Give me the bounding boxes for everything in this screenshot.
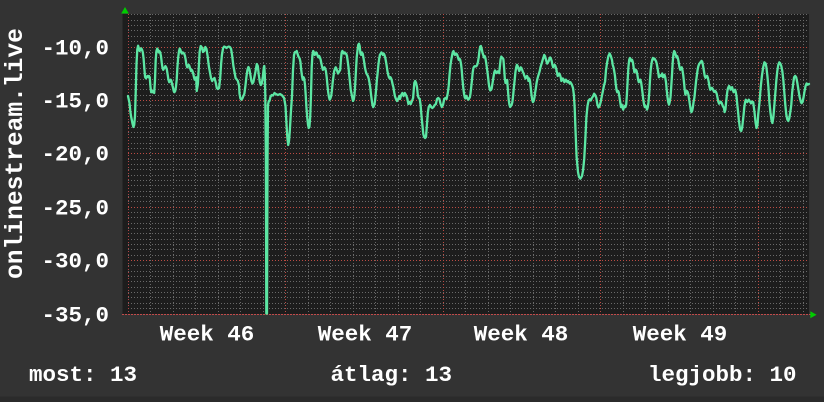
svg-text:-25,0: -25,0: [41, 196, 109, 222]
svg-text:Week 49: Week 49: [633, 322, 728, 348]
svg-text:átlag: 13: átlag: 13: [331, 362, 453, 388]
svg-text:Week 48: Week 48: [474, 322, 569, 348]
svg-text:-30,0: -30,0: [41, 249, 109, 275]
svg-text:onlinestream.live: onlinestream.live: [3, 28, 30, 279]
svg-text:-10,0: -10,0: [41, 36, 109, 62]
svg-text:-35,0: -35,0: [41, 303, 109, 329]
svg-text:Week 46: Week 46: [160, 322, 255, 348]
svg-text:-20,0: -20,0: [41, 142, 109, 168]
svg-text:Week 47: Week 47: [318, 322, 413, 348]
svg-text:-15,0: -15,0: [41, 89, 109, 115]
svg-text:most: 13: most: 13: [29, 362, 137, 388]
svg-text:legjobb: 10: legjobb: 10: [648, 362, 797, 388]
